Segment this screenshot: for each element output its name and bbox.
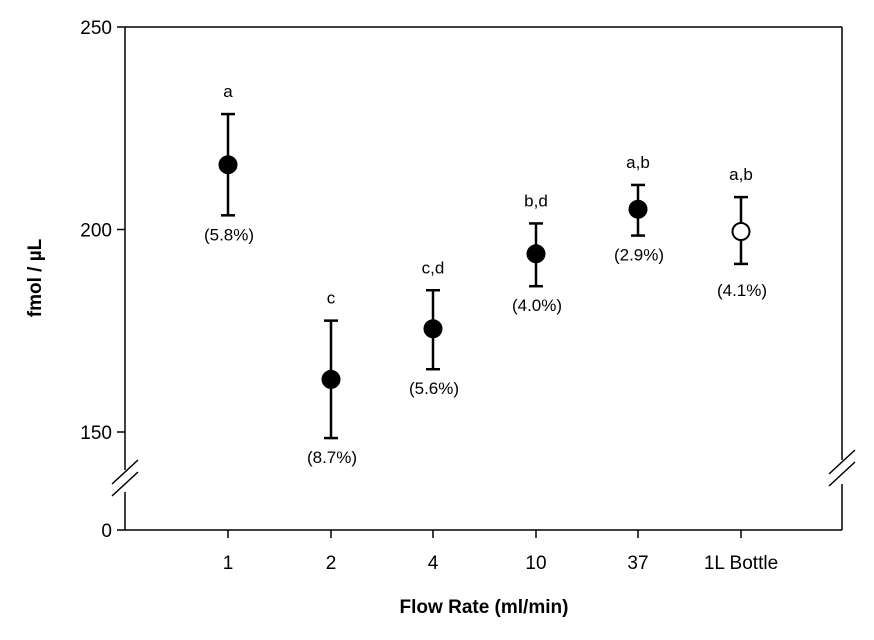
x-tick-label: 37	[627, 553, 648, 574]
significance-label: a,b	[626, 153, 650, 172]
data-point-open	[731, 222, 751, 242]
data-point	[628, 199, 648, 219]
x-tick-label: 1L Bottle	[704, 553, 778, 574]
y-axis: 0 150 200 250	[80, 18, 125, 542]
x-tick-label: 10	[525, 553, 546, 574]
right-axis-break-mark	[828, 461, 856, 487]
significance-label: c	[327, 289, 336, 308]
left-axis-break-mark	[111, 471, 139, 497]
y-tick-label: 0	[101, 521, 112, 542]
data-point-group: b,d (4.0%)	[512, 191, 562, 315]
y-tick-label: 150	[80, 423, 112, 444]
left-axis-break-mark	[111, 459, 139, 485]
x-tick-label: 4	[428, 553, 439, 574]
data-point-group: c,d (5.6%)	[409, 258, 459, 398]
cv-label: (4.0%)	[512, 296, 562, 315]
cv-label: (2.9%)	[614, 246, 664, 265]
cv-label: (5.6%)	[409, 379, 459, 398]
y-axis-title: fmol / µL	[25, 238, 46, 317]
data-point-group: a,b (4.1%)	[717, 165, 767, 300]
data-point	[321, 369, 341, 389]
data-point-group: a (5.8%)	[204, 82, 254, 244]
x-tick-label: 1	[223, 553, 234, 574]
y-tick-label: 250	[80, 18, 112, 39]
data-point-group: a,b (2.9%)	[614, 153, 664, 265]
significance-label: a,b	[729, 165, 753, 184]
significance-label: b,d	[524, 191, 548, 210]
data-point	[423, 319, 443, 339]
significance-label: c,d	[422, 258, 445, 277]
cv-label: (8.7%)	[307, 448, 357, 467]
x-axis-title: Flow Rate (ml/min)	[400, 597, 569, 618]
y-tick-label: 200	[80, 221, 112, 242]
data-point-group: c (8.7%)	[307, 289, 357, 467]
cv-label: (5.8%)	[204, 225, 254, 244]
data-point	[218, 155, 238, 175]
data-marks: a (5.8%) c (8.7%) c,d (5.6%) b,d (4.0%) a,b (2.9%…	[204, 82, 767, 467]
data-point	[526, 244, 546, 264]
x-axis: 1 2 4 10 37 1L Bottle	[223, 530, 778, 574]
plot-frame	[111, 26, 856, 531]
x-tick-label: 2	[326, 553, 337, 574]
right-axis-break-mark	[828, 449, 856, 475]
significance-label: a	[223, 82, 233, 101]
cv-label: (4.1%)	[717, 281, 767, 300]
